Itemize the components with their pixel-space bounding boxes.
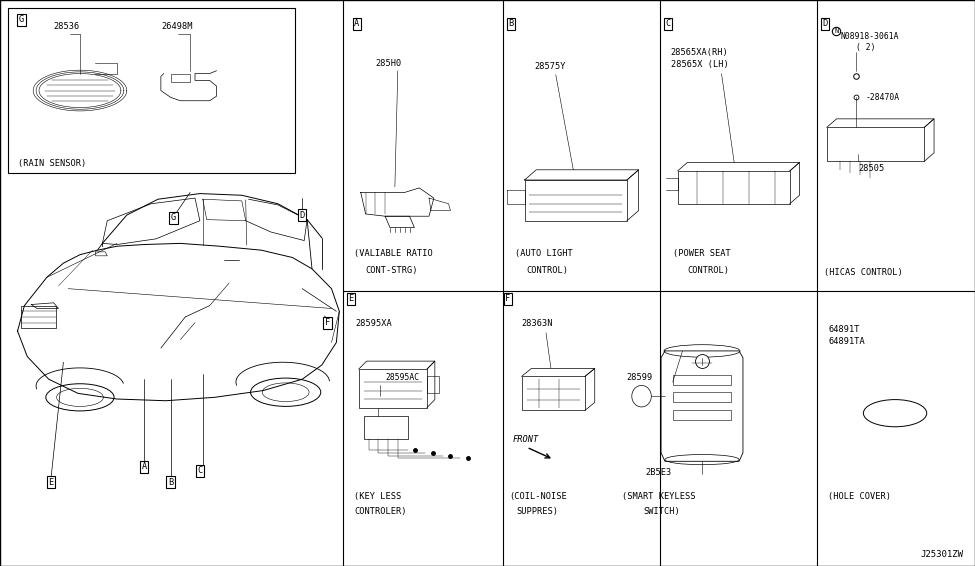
- Bar: [522, 376, 585, 410]
- Text: A: A: [354, 19, 360, 28]
- Text: 285H0: 285H0: [375, 59, 402, 68]
- Text: F: F: [325, 318, 331, 327]
- Text: B: B: [168, 478, 174, 487]
- Text: CONTROL): CONTROL): [526, 265, 568, 275]
- Text: E: E: [348, 294, 354, 303]
- Text: 2B5E3: 2B5E3: [645, 468, 672, 477]
- Text: (RAIN SENSOR): (RAIN SENSOR): [18, 158, 86, 168]
- Text: 28595AC: 28595AC: [385, 373, 419, 382]
- Bar: [21, 306, 56, 328]
- Text: 26498M: 26498M: [161, 22, 192, 31]
- Bar: [673, 410, 731, 420]
- Bar: [678, 171, 790, 204]
- Bar: [525, 180, 627, 221]
- Text: G: G: [19, 15, 24, 24]
- Text: J25301ZW: J25301ZW: [920, 550, 963, 559]
- Text: ( 2): ( 2): [856, 43, 876, 52]
- Text: (COIL-NOISE: (COIL-NOISE: [509, 492, 566, 501]
- Text: B: B: [508, 19, 514, 28]
- Text: CONTROLER): CONTROLER): [354, 507, 407, 516]
- Bar: [359, 369, 427, 408]
- Bar: [827, 127, 924, 161]
- Text: 28363N: 28363N: [522, 319, 553, 328]
- Text: 64891TA: 64891TA: [829, 337, 866, 346]
- Text: 28536: 28536: [54, 22, 80, 31]
- Text: 28599: 28599: [626, 373, 652, 382]
- Bar: [171, 74, 190, 82]
- Text: G: G: [171, 213, 176, 222]
- Text: 28575Y: 28575Y: [534, 62, 566, 71]
- Bar: [8, 8, 295, 173]
- Text: D: D: [822, 19, 828, 28]
- Text: SWITCH): SWITCH): [644, 507, 681, 516]
- Text: N08918-3061A: N08918-3061A: [840, 32, 899, 41]
- Text: C: C: [665, 19, 671, 28]
- Text: (AUTO LIGHT: (AUTO LIGHT: [515, 248, 572, 258]
- Text: (SMART KEYLESS: (SMART KEYLESS: [622, 492, 695, 501]
- Text: 28565XA(RH): 28565XA(RH): [671, 48, 728, 57]
- Text: 64891T: 64891T: [829, 325, 860, 334]
- Text: F: F: [505, 294, 511, 303]
- Text: (POWER SEAT: (POWER SEAT: [673, 248, 730, 258]
- Bar: [673, 375, 731, 385]
- Text: 28565X (LH): 28565X (LH): [671, 60, 728, 69]
- Text: CONT-STRG): CONT-STRG): [366, 265, 418, 275]
- Text: (VALIABLE RATIO: (VALIABLE RATIO: [354, 248, 433, 258]
- Text: 28505: 28505: [858, 164, 884, 173]
- Text: 28595XA: 28595XA: [356, 319, 393, 328]
- Text: (HICAS CONTROL): (HICAS CONTROL): [824, 268, 903, 277]
- Text: A: A: [141, 462, 147, 471]
- Text: N: N: [835, 28, 838, 34]
- Text: FRONT: FRONT: [513, 435, 539, 444]
- Text: CONTROL): CONTROL): [687, 265, 729, 275]
- Text: E: E: [48, 478, 54, 487]
- Text: C: C: [197, 466, 203, 475]
- Text: D: D: [299, 211, 305, 220]
- Text: (HOLE COVER): (HOLE COVER): [828, 492, 891, 501]
- Text: -28470A: -28470A: [866, 93, 900, 102]
- Text: SUPPRES): SUPPRES): [517, 507, 559, 516]
- Bar: [673, 392, 731, 402]
- Text: (KEY LESS: (KEY LESS: [354, 492, 401, 501]
- Bar: [364, 416, 408, 439]
- Bar: [427, 376, 439, 393]
